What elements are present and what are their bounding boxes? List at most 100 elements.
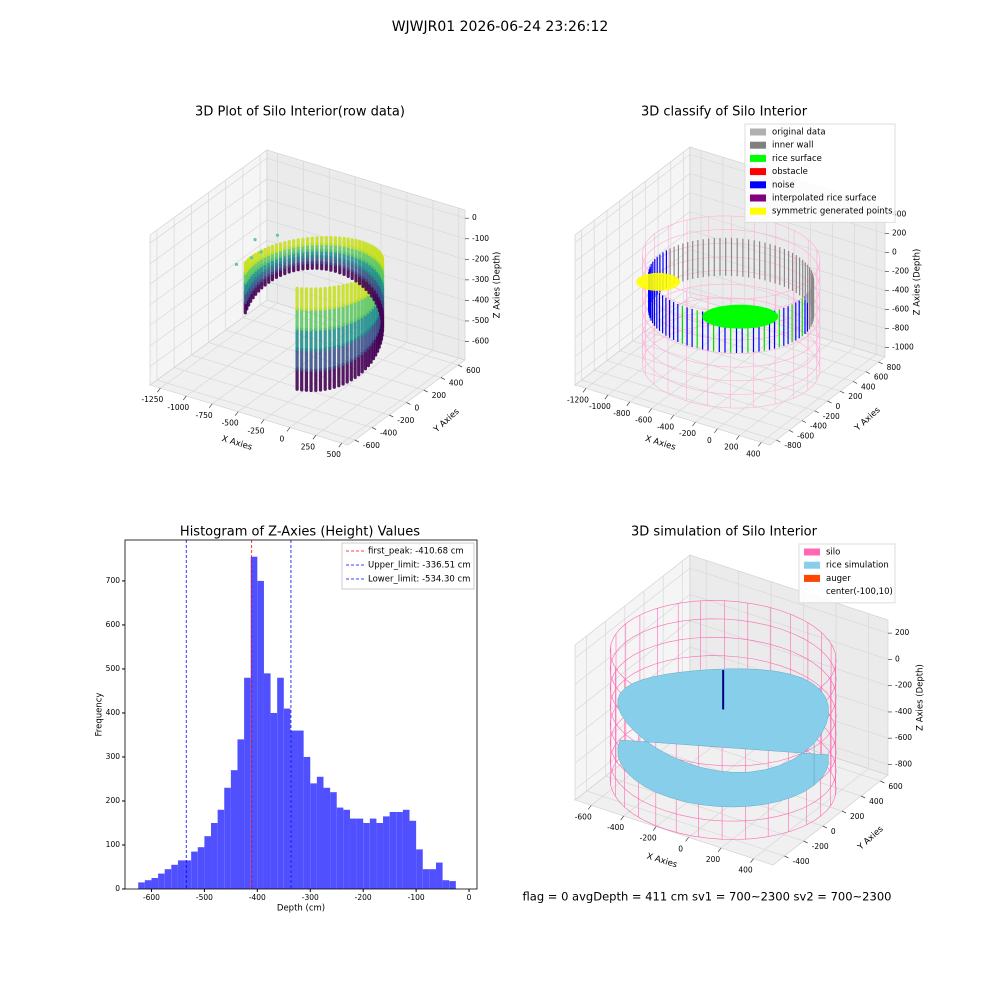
y-tick-label: 400 xyxy=(861,382,876,391)
z-tick-label: -400 xyxy=(892,286,909,295)
rice-surface xyxy=(617,668,829,808)
legend-swatch xyxy=(750,181,766,189)
legend-box xyxy=(744,123,896,223)
y-tick-label: 100 xyxy=(106,840,121,849)
bar xyxy=(330,792,337,889)
bar xyxy=(316,776,324,889)
x-tick-label: 0 xyxy=(280,434,285,443)
x-tick xyxy=(208,403,213,409)
y-tick xyxy=(827,400,832,404)
legend-label: noise xyxy=(772,180,795,190)
z-tick-label: 0 xyxy=(895,654,900,663)
x-tick xyxy=(626,401,631,407)
x-tick-label: 0 xyxy=(467,893,472,902)
bar xyxy=(396,811,403,889)
legend-swatch xyxy=(750,168,766,176)
y-grid-line xyxy=(632,191,828,402)
x-tick-label: -500 xyxy=(196,893,213,902)
y-tick-label: 400 xyxy=(869,797,884,806)
bar xyxy=(270,712,278,889)
y-grid-line xyxy=(586,636,785,857)
y-tick-label: -200 xyxy=(397,416,414,425)
y-tick-label: 700 xyxy=(106,576,121,585)
z-grid-line xyxy=(149,281,466,367)
x-grid-line xyxy=(289,192,408,428)
x-tick-label: -750 xyxy=(196,411,213,420)
bar xyxy=(217,809,225,889)
y-grid-line xyxy=(190,205,390,416)
y-tick-label: 0 xyxy=(831,827,836,836)
x-grid-line xyxy=(315,200,434,436)
y-tick xyxy=(440,377,446,380)
bar xyxy=(369,818,377,889)
z-grid-line xyxy=(149,260,466,347)
z-axis-label: Z Axies (Depth) xyxy=(916,664,926,731)
y-tick-label: -200 xyxy=(823,412,840,421)
bar xyxy=(376,822,384,889)
x-grid-line xyxy=(160,153,278,389)
legend-label: rice surface xyxy=(772,154,822,164)
legend-label: rice simulation xyxy=(826,561,889,571)
y-tick xyxy=(423,389,428,393)
y-tick-label: 200 xyxy=(106,796,121,805)
x-tick xyxy=(648,408,652,413)
x-tick-label: -500 xyxy=(222,419,239,428)
x-tick xyxy=(582,388,587,393)
bar xyxy=(422,869,430,889)
bar xyxy=(389,811,397,889)
x-tick xyxy=(670,415,674,420)
bar xyxy=(383,816,390,889)
x-tick-label: -400 xyxy=(249,893,266,902)
x-axis-label: Depth (cm) xyxy=(277,904,325,914)
point-cloud xyxy=(253,238,257,242)
y-tick-label: 200 xyxy=(850,812,865,821)
bar xyxy=(138,882,145,889)
z-tick-label: -200 xyxy=(895,681,912,690)
bar xyxy=(303,756,311,889)
y-grid-line xyxy=(208,192,407,403)
z-tick-label: -300 xyxy=(472,275,489,284)
legend-label: Lower_limit: -534.30 cm xyxy=(368,575,470,585)
x-tick-label: -1250 xyxy=(141,395,163,404)
y-tick-label: 600 xyxy=(466,366,481,375)
x-tick xyxy=(717,847,722,853)
y-tick-label: 800 xyxy=(887,363,902,372)
point-cloud xyxy=(259,250,263,254)
bar xyxy=(244,677,251,889)
x-tick-label: -1000 xyxy=(167,403,189,412)
legend-label: center(-100,10) xyxy=(826,587,893,597)
bar xyxy=(224,787,231,889)
status-text: flag = 0 avgDepth = 411 cm sv1 = 700~230… xyxy=(523,890,892,904)
y-tick-label: -400 xyxy=(793,857,810,866)
bar xyxy=(151,877,159,889)
x-grid-line xyxy=(753,613,869,859)
bar xyxy=(343,809,350,889)
x-grid-line xyxy=(585,150,702,389)
x-tick-label: 200 xyxy=(706,855,721,864)
legend-label: interpolated rice surface xyxy=(772,194,877,204)
z-axis-label: Z Axies (Depth) xyxy=(913,249,923,316)
x-tick xyxy=(587,805,592,810)
z-tick-label: -400 xyxy=(895,707,912,716)
z-grid-line xyxy=(149,240,466,326)
y-grid-line xyxy=(683,151,879,363)
x-tick xyxy=(692,421,696,427)
axes-3d: -600-400-2000200400-400-2000200400600-80… xyxy=(574,554,926,875)
z-tick-label: 0 xyxy=(892,248,897,257)
axes-3d: -1250-1000-750-500-2500250500-600-400-20… xyxy=(141,149,503,459)
y-grid-line xyxy=(606,210,803,421)
bar xyxy=(158,873,165,889)
bar xyxy=(449,881,456,889)
y-tick xyxy=(822,825,827,829)
histogram: -600 -500 -400 -300 -200 -100 0 0 100 200 300 400 50… xyxy=(95,539,478,914)
z-tick-label: 400 xyxy=(892,210,907,219)
x-tick-label: -100 xyxy=(408,893,425,902)
bar xyxy=(409,820,417,889)
x-tick xyxy=(714,428,718,434)
x-tick-label: 0 xyxy=(678,844,683,853)
y-tick-label: 600 xyxy=(106,620,121,629)
y-tick xyxy=(789,430,794,433)
bar xyxy=(290,730,298,889)
bar xyxy=(310,783,317,889)
y-tick-label: -600 xyxy=(797,431,814,440)
